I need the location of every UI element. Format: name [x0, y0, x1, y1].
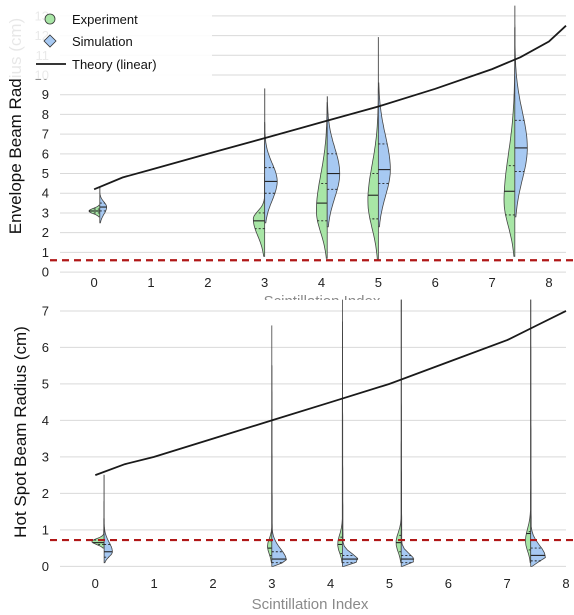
- hotspot-grid: [60, 310, 566, 567]
- experiment-violin: [91, 474, 105, 549]
- x-tick-label: 3: [261, 275, 268, 290]
- envelope-x-ticks: 0 1 2 3 4 5 6 7 8: [90, 275, 552, 290]
- theory-curve: [94, 310, 567, 476]
- y-tick-label: 4: [42, 186, 49, 201]
- experiment-violin: [367, 36, 379, 261]
- x-tick-label: 5: [386, 576, 393, 591]
- x-tick-label: 2: [209, 576, 216, 591]
- y-tick-label: 7: [42, 303, 49, 318]
- x-tick-label: 4: [327, 576, 334, 591]
- x-tick-label: 6: [432, 275, 439, 290]
- y-tick-label: 5: [42, 166, 49, 181]
- legend-theory-label: Theory (linear): [72, 57, 157, 72]
- x-tick-label: 3: [268, 576, 275, 591]
- hotspot-x-axis-label: Scintillation Index: [252, 596, 369, 613]
- envelope-violins: [88, 5, 528, 261]
- experiment-violin: [266, 325, 273, 564]
- y-tick-label: 5: [42, 376, 49, 391]
- simulation-violin: [514, 5, 528, 218]
- envelope-theory-line: [93, 25, 567, 191]
- x-tick-label: 8: [545, 275, 552, 290]
- experiment-violin: [252, 121, 266, 257]
- hotspot-y-axis-label: Hot Spot Beam Radius (cm): [11, 326, 30, 538]
- x-tick-label: 1: [151, 576, 158, 591]
- experiment-violin: [337, 299, 343, 564]
- simulation-violin: [377, 82, 391, 228]
- envelope-x-axis-label: Scintillation Index: [264, 293, 381, 310]
- legend-simulation-marker: [43, 34, 57, 48]
- x-tick-label: 4: [318, 275, 325, 290]
- hotspot-y-ticks: 0 1 2 3 4 5 6 7: [42, 303, 49, 573]
- y-tick-label: 7: [42, 127, 49, 142]
- y-tick-label: 3: [42, 449, 49, 464]
- y-tick-label: 9: [42, 87, 49, 102]
- x-tick-label: 0: [90, 275, 97, 290]
- legend-experiment-label: Experiment: [72, 12, 138, 27]
- x-tick-label: 7: [504, 576, 511, 591]
- hotspot-theory-line: [94, 310, 567, 476]
- simulation-violin: [342, 321, 358, 567]
- legend: Experiment Simulation Theory (linear): [0, 0, 212, 79]
- x-tick-label: 1: [147, 275, 154, 290]
- simulation-violin: [400, 299, 414, 567]
- x-tick-label: 5: [375, 275, 382, 290]
- legend-simulation-label: Simulation: [72, 34, 133, 49]
- y-tick-label: 4: [42, 413, 49, 428]
- x-tick-label: 8: [562, 576, 569, 591]
- hotspot-radius-panel: 0 1 2 3 4 5 6 7 0 1 2 3 4 5 6 7 8 Hot Spot Beam Radius …: [11, 299, 574, 613]
- x-tick-label: 6: [445, 576, 452, 591]
- x-tick-label: 7: [488, 275, 495, 290]
- x-tick-label: 2: [204, 275, 211, 290]
- y-tick-label: 0: [42, 265, 49, 280]
- y-tick-label: 3: [42, 205, 49, 220]
- experiment-violin: [524, 299, 532, 564]
- legend-box: [0, 0, 212, 79]
- y-tick-label: 1: [42, 522, 49, 537]
- simulation-violin: [530, 299, 546, 567]
- hotspot-x-ticks: 0 1 2 3 4 5 6 7 8: [92, 576, 570, 591]
- experiment-violin: [316, 102, 328, 259]
- legend-experiment-marker: [44, 13, 56, 25]
- simulation-violin: [326, 96, 341, 228]
- theory-curve: [93, 25, 567, 191]
- simulation-violin: [264, 88, 278, 224]
- y-tick-label: 6: [42, 340, 49, 355]
- y-tick-label: 0: [42, 559, 49, 574]
- simulation-violin: [99, 187, 107, 224]
- y-tick-label: 2: [42, 225, 49, 240]
- experiment-violin: [395, 299, 402, 564]
- x-tick-label: 0: [92, 576, 99, 591]
- y-tick-label: 2: [42, 486, 49, 501]
- y-tick-label: 6: [42, 146, 49, 161]
- hotspot-violins: [91, 299, 546, 567]
- simulation-violin: [271, 365, 287, 567]
- y-tick-label: 8: [42, 107, 49, 122]
- y-tick-label: 1: [42, 245, 49, 260]
